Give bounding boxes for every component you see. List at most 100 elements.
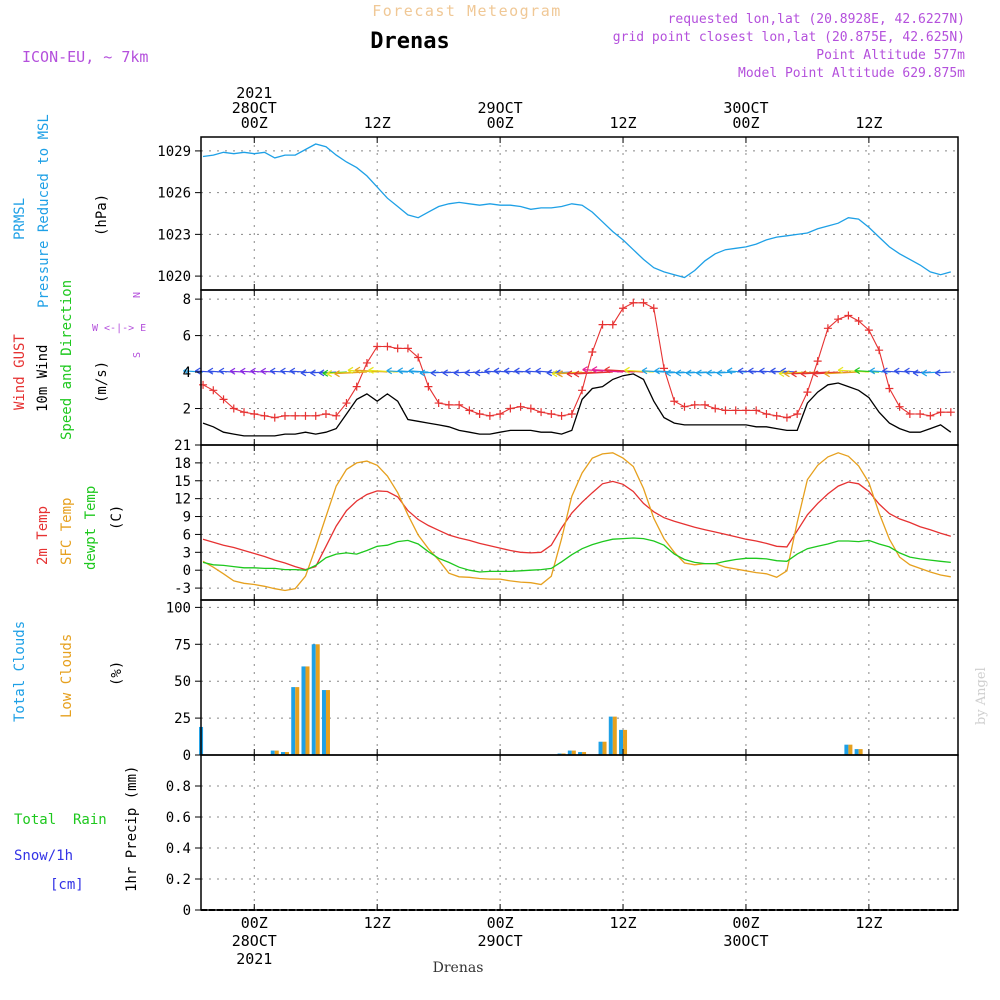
wind-gust-marker [280, 411, 289, 420]
bottom-time-label: 29OCT [478, 932, 523, 950]
wind-gust-marker [782, 413, 791, 422]
wind-ytick-label: 2 [183, 402, 191, 418]
wind-direction-arrowhead [514, 367, 520, 375]
wind-direction-arrow [716, 371, 736, 374]
clouds-title-2: Low Clouds [59, 634, 75, 718]
wind-direction-arrowhead [748, 367, 754, 375]
temp-title-2: SFC Temp [59, 498, 75, 565]
low-clouds-bar [858, 749, 863, 755]
wind-direction-arrow [504, 370, 521, 373]
wind-gust-marker [588, 348, 597, 356]
wind-direction-arrow [347, 369, 378, 373]
wind-direction-arrowhead [675, 369, 682, 377]
wind-gust-marker [332, 411, 341, 420]
wind-gust-marker [926, 411, 935, 420]
bottom-time-label: 2021 [236, 950, 272, 968]
wind-gust-marker [199, 380, 208, 389]
wind-direction-arrowhead [430, 369, 437, 377]
wind-direction-arrowhead [624, 366, 630, 374]
wind-title-3: Speed and Direction [59, 280, 75, 440]
wind-direction-arrowhead [334, 370, 340, 378]
wind-gust-marker [209, 386, 218, 395]
bottom-time-label: 00Z [241, 914, 268, 932]
wind-gust-marker [834, 315, 843, 324]
wind-direction-arrow [484, 370, 501, 373]
wind-gust-marker [352, 382, 361, 391]
wind-gust-marker [670, 397, 679, 406]
wind-direction-arrowhead [218, 367, 225, 375]
wind-gust-marker [700, 400, 709, 409]
low-clouds-bar [325, 690, 330, 755]
total-clouds-bar [844, 744, 849, 755]
wind-direction-arrow [354, 369, 388, 373]
total-clouds-bar [567, 750, 572, 755]
wind-gust-marker [895, 402, 904, 411]
wind-direction-arrow [748, 370, 767, 373]
wind-direction-arrow [334, 371, 367, 375]
low-clouds-bar [284, 752, 289, 755]
total-clouds-bar [280, 752, 285, 755]
clouds-title-1: Total Clouds [12, 621, 28, 722]
wind-gust-marker [342, 399, 351, 408]
wind-direction-arrow [838, 369, 869, 373]
wind-gust-marker [649, 304, 658, 313]
wind-direction-arrowhead [573, 370, 580, 378]
wind-direction-arrowhead [604, 366, 611, 374]
wind-gust-marker [526, 404, 535, 413]
wind-gust-marker [301, 411, 310, 420]
top-time-label: 00Z [487, 114, 514, 132]
wind-gust-marker [434, 399, 443, 408]
wind-direction-arrow [624, 369, 654, 373]
wind-direction-arrowhead [318, 369, 325, 377]
temp-2m-line [202, 480, 951, 571]
top-time-label: 28OCT [232, 99, 277, 117]
compass-we: W <-|-> E [92, 323, 146, 334]
model-altitude: Model Point Altitude 629.875m [738, 66, 965, 81]
wind-gust-marker [229, 404, 238, 413]
wind-direction-arrowhead [229, 367, 236, 375]
wind-direction-arrowhead [921, 369, 928, 377]
precipitation-ytick-label: 0.8 [166, 779, 191, 795]
wind-gust-marker [291, 411, 300, 420]
wind-direction-arrow [759, 370, 777, 373]
wind-gust-marker [516, 402, 525, 411]
wind-direction-arrowhead [770, 367, 776, 375]
temperature-ytick-label: 21 [174, 438, 191, 454]
grid-layer [201, 137, 958, 910]
low-clouds-bar [274, 750, 279, 755]
wind-direction-arrowhead [503, 367, 510, 375]
wind-direction-arrow [904, 370, 921, 373]
precipitation-ytick-label: 0.2 [166, 872, 191, 888]
dewpt-temp-line [202, 537, 951, 573]
temperature-ytick-label: 12 [174, 492, 191, 508]
wind-gust-marker [608, 320, 617, 329]
bottom-time-label: 30OCT [723, 932, 768, 950]
bottom-time-label: 28OCT [232, 932, 277, 950]
top-time-label: 29OCT [478, 99, 523, 117]
low-clouds-bar [305, 666, 310, 755]
total-clouds-bar [578, 752, 583, 755]
pressure-ytick-label: 1023 [157, 227, 191, 243]
temp-title-3: dewpt Temp [83, 486, 99, 570]
wind-direction-arrowhead [354, 366, 361, 374]
wind-direction-arrowhead [837, 366, 844, 374]
precipitation-ytick-label: 0.6 [166, 810, 191, 826]
wind-direction-arrowhead [368, 366, 374, 374]
wind-direction-arrowhead [778, 369, 785, 377]
wind-gust-marker [260, 411, 269, 420]
wind-gust-marker [383, 342, 392, 351]
total-clouds-bar [270, 750, 275, 755]
wind-gust-marker [936, 408, 945, 417]
wind-direction-arrowhead [582, 366, 588, 374]
wind-gust-marker [680, 402, 689, 411]
sfc-temp-line [202, 452, 951, 592]
bottom-time-label: 12Z [855, 914, 882, 932]
wind-title-1: Wind GUST [12, 334, 28, 410]
total-clouds-bar [598, 741, 603, 755]
bottom-time-label: 12Z [364, 914, 391, 932]
wind-title-2: 10m Wind [35, 345, 51, 412]
wind-direction-arrowhead [912, 369, 919, 377]
wind-direction-arrowhead [893, 367, 900, 375]
wind-gust-marker [864, 326, 873, 335]
wind-direction-arrow [935, 371, 951, 374]
